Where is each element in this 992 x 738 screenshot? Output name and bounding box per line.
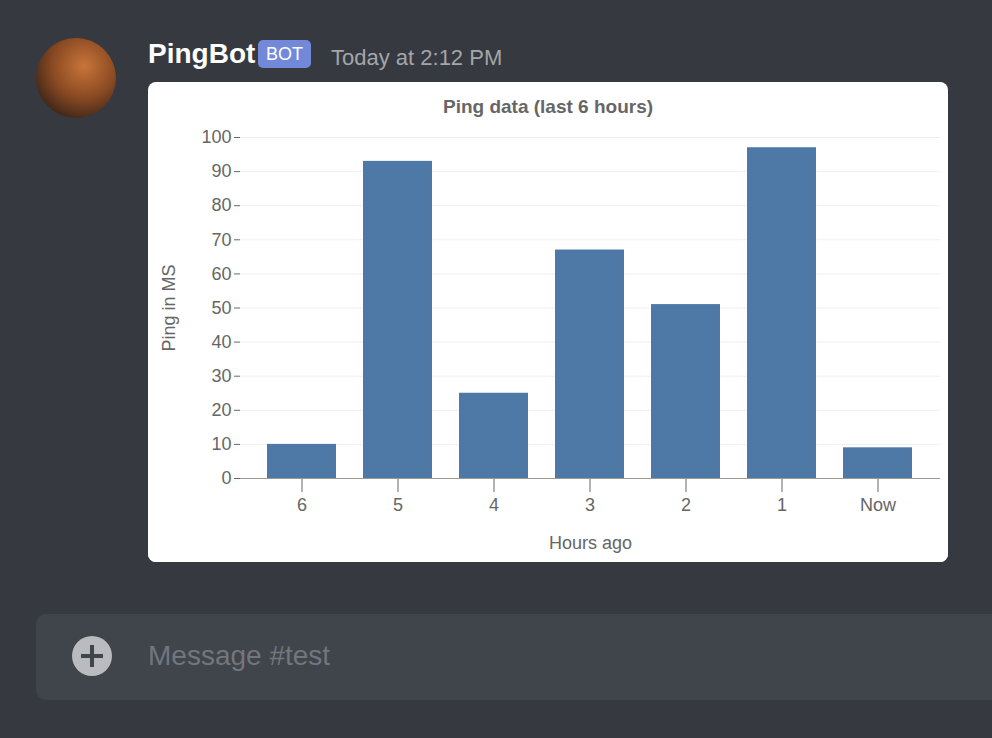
svg-text:6: 6: [297, 495, 307, 515]
svg-text:1: 1: [777, 495, 787, 515]
svg-text:30: 30: [211, 366, 231, 386]
svg-text:4: 4: [489, 495, 499, 515]
html-text:PingBot BOT: PingBot BOT: [148, 38, 303, 69]
svg-text:2: 2: [681, 495, 691, 515]
svg-text:60: 60: [211, 264, 231, 284]
svg-text:Now: Now: [860, 495, 897, 515]
svg-text:70: 70: [211, 230, 231, 250]
svg-text:3: 3: [585, 495, 595, 515]
svg-text:Ping in MS: Ping in MS: [159, 264, 179, 351]
svg-text:80: 80: [211, 195, 231, 215]
svg-text:10: 10: [211, 434, 231, 454]
html-text:Message #test: Message #test: [148, 640, 331, 671]
svg-text:20: 20: [211, 400, 231, 420]
svg-text:Hours ago: Hours ago: [549, 533, 632, 553]
svg-text:100: 100: [201, 127, 231, 147]
svg-text:5: 5: [393, 495, 403, 515]
svg-text:50: 50: [211, 298, 231, 318]
svg-text:90: 90: [211, 161, 231, 181]
svg-text:40: 40: [211, 332, 231, 352]
html-text:Today at 2:12 PM: Today at 2:12 PM: [331, 45, 503, 70]
html-text:Ping data (last 6 hours): Ping data (last 6 hours): [443, 96, 653, 117]
svg-text:0: 0: [221, 468, 231, 488]
